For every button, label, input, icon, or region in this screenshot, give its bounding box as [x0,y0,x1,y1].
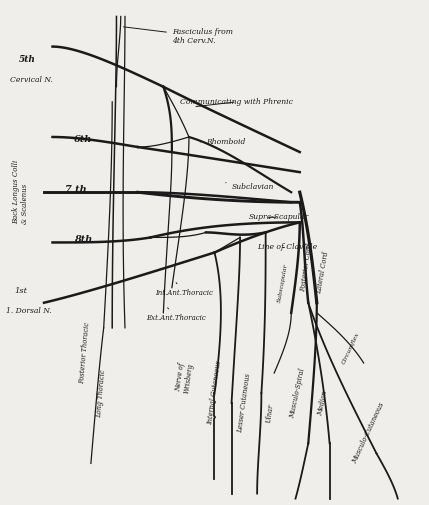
Text: Posterior Cord: Posterior Cord [299,243,314,292]
Text: Musculo-Spiral: Musculo-Spiral [288,368,307,419]
Text: Int.Ant.Thoracic: Int.Ant.Thoracic [155,283,213,296]
Text: Subscapular: Subscapular [277,263,289,302]
Text: 5th: 5th [18,55,35,64]
Text: Posterior Thoracic: Posterior Thoracic [78,322,91,384]
Text: Rhomboid: Rhomboid [200,138,245,146]
Text: 6th: 6th [74,135,92,144]
Text: Communicating with Phrenic: Communicating with Phrenic [181,98,293,107]
Text: Back Longus Colli
& Scalenus: Back Longus Colli & Scalenus [12,160,29,224]
Text: 7 th: 7 th [65,185,87,194]
Text: Lesser Cutaneous: Lesser Cutaneous [236,373,252,433]
Text: Fasciculus from
4th Cerv.N.: Fasciculus from 4th Cerv.N. [124,27,233,45]
Text: Cervical N.: Cervical N. [10,76,53,84]
Text: Subclavian: Subclavian [226,183,274,191]
Text: Ext.Ant.Thoracic: Ext.Ant.Thoracic [146,308,206,322]
Text: Ulnar: Ulnar [265,403,275,423]
Text: Musculo-Cutaneous: Musculo-Cutaneous [350,401,386,465]
Text: Internal Cutaneous: Internal Cutaneous [206,361,223,426]
Text: Circumflex: Circumflex [341,331,360,365]
Text: Median: Median [317,390,330,416]
Text: 1. Dorsal N.: 1. Dorsal N. [6,307,51,315]
Text: 1st: 1st [14,287,27,295]
Text: Supra-Scapular: Supra-Scapular [248,213,309,221]
Text: Line of Clavicle: Line of Clavicle [257,243,317,251]
Text: Lateral Cord: Lateral Cord [316,251,331,294]
Text: Long Thoracic: Long Thoracic [95,369,107,418]
Text: Nerve of
Wrisberg: Nerve of Wrisberg [174,362,195,394]
Text: 8th: 8th [74,235,92,244]
